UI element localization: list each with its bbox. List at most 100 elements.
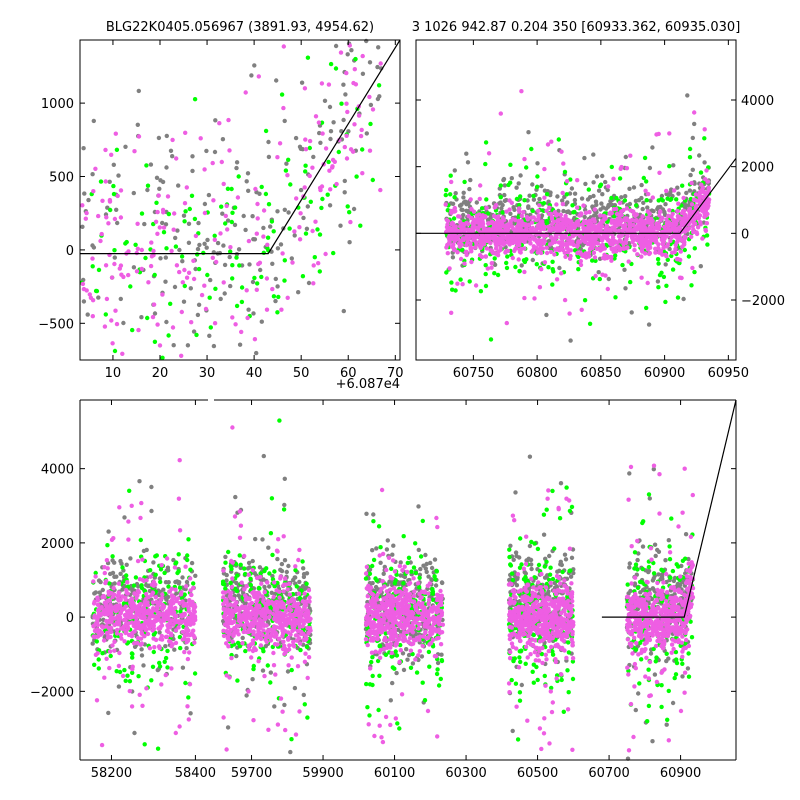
season-gray-point bbox=[450, 201, 456, 206]
full-green-point bbox=[383, 652, 389, 657]
season-magenta-point bbox=[593, 273, 598, 279]
full-green-point bbox=[651, 571, 657, 576]
full-gray-point bbox=[261, 453, 266, 459]
zoom-green-point bbox=[111, 183, 116, 189]
season-gray-point bbox=[667, 246, 672, 252]
season-magenta-point bbox=[664, 223, 669, 228]
season-green-point bbox=[508, 162, 513, 167]
season-gray-point bbox=[572, 197, 578, 203]
zoom-green-point bbox=[328, 61, 334, 67]
season-gray-point bbox=[685, 93, 690, 98]
season-magenta-point bbox=[610, 242, 615, 247]
season-magenta-point bbox=[592, 207, 598, 212]
full-gray-point bbox=[663, 558, 668, 563]
season-green-point bbox=[597, 276, 602, 282]
season-magenta-point bbox=[509, 235, 514, 241]
full-gray-point bbox=[514, 553, 519, 559]
zoom-green-point bbox=[205, 272, 210, 278]
season-green-point bbox=[483, 283, 489, 289]
zoom-green-point bbox=[269, 219, 275, 224]
season-green-point bbox=[443, 192, 448, 198]
season-green-point bbox=[460, 247, 465, 252]
zoom-magenta-point bbox=[110, 341, 115, 346]
zoom-magenta-point bbox=[352, 67, 357, 72]
season-magenta-point bbox=[623, 216, 628, 221]
zoom-green-point bbox=[145, 183, 151, 188]
season-magenta-point bbox=[597, 246, 602, 251]
full-green-point bbox=[632, 566, 637, 571]
zoom-axes-frame bbox=[79, 39, 401, 361]
zoom-green-point bbox=[229, 219, 234, 225]
season-magenta-point bbox=[558, 212, 563, 217]
season-magenta-point bbox=[693, 192, 698, 197]
zoom-xtick-label: 70 bbox=[387, 366, 404, 381]
zoom-green-point bbox=[259, 274, 264, 280]
full-green-point bbox=[243, 648, 248, 654]
season-magenta-point bbox=[449, 179, 454, 185]
season-magenta-point bbox=[477, 253, 483, 258]
season-magenta-point bbox=[534, 227, 539, 232]
full-green-point bbox=[672, 675, 677, 681]
zoom-magenta-point bbox=[98, 238, 103, 244]
season-magenta-point bbox=[484, 233, 489, 238]
full-green-point bbox=[153, 572, 158, 577]
full-gray-point bbox=[149, 484, 154, 490]
full-gray-point bbox=[257, 565, 263, 570]
zoom-gray-point bbox=[243, 227, 248, 233]
zoom-green-point bbox=[345, 204, 350, 209]
full-gray-point bbox=[664, 722, 669, 727]
zoom-magenta-point bbox=[151, 248, 156, 254]
season-magenta-point bbox=[465, 240, 470, 245]
zoom-green-point bbox=[128, 284, 133, 289]
zoom-gray-point bbox=[177, 247, 182, 253]
full-gray-point bbox=[515, 576, 520, 582]
zoom-gray-point bbox=[232, 222, 238, 228]
full-gray-point bbox=[269, 590, 274, 595]
zoom-gray-point bbox=[158, 256, 163, 261]
season-magenta-point bbox=[634, 212, 639, 217]
zoom-gray-point bbox=[176, 183, 181, 188]
zoom-magenta-point bbox=[285, 173, 290, 178]
zoom-magenta-point bbox=[199, 292, 205, 298]
season-magenta-point bbox=[522, 156, 527, 162]
season-green-point bbox=[675, 295, 681, 300]
full-green-point bbox=[191, 581, 196, 586]
season-magenta-point bbox=[672, 218, 678, 223]
zoom-gray-point bbox=[322, 98, 328, 104]
zoom-magenta-point bbox=[177, 269, 182, 275]
full-gray-point bbox=[189, 560, 195, 566]
zoom-green-point bbox=[189, 193, 195, 198]
full-green-point bbox=[535, 677, 540, 683]
season-gray-point bbox=[453, 191, 458, 196]
season-xtick-label: 60950 bbox=[708, 366, 749, 381]
season-green-point bbox=[453, 288, 458, 293]
zoom-gray-point bbox=[342, 190, 347, 195]
zoom-magenta-point bbox=[113, 308, 118, 313]
zoom-magenta-point bbox=[230, 315, 235, 320]
season-green-point bbox=[478, 289, 484, 294]
zoom-magenta-point bbox=[169, 248, 174, 254]
season-gray-point bbox=[593, 199, 599, 204]
full-gray-point bbox=[163, 644, 168, 649]
season-gray-point bbox=[591, 180, 596, 185]
zoom-gray-point bbox=[317, 130, 322, 136]
season-gray-point bbox=[647, 165, 653, 171]
season-magenta-point bbox=[657, 250, 662, 255]
season-magenta-point bbox=[538, 250, 544, 256]
zoom-green-point bbox=[265, 246, 270, 251]
season-magenta-point bbox=[497, 236, 502, 241]
season-magenta-point bbox=[681, 242, 687, 247]
zoom-green-point bbox=[179, 254, 185, 259]
zoom-gray-point bbox=[299, 80, 305, 85]
season-magenta-point bbox=[505, 239, 511, 244]
season-gray-point bbox=[646, 322, 652, 327]
season-magenta-point bbox=[697, 213, 703, 218]
zoom-title: BLG22K0405.056967 (3891.93, 4954.62) bbox=[106, 20, 374, 35]
zoom-gray-point bbox=[306, 280, 312, 286]
season-magenta-point bbox=[657, 213, 662, 218]
full-gray-point bbox=[141, 663, 146, 668]
season-gray-point bbox=[460, 207, 465, 213]
season-magenta-point bbox=[679, 220, 684, 225]
season-magenta-point bbox=[653, 250, 658, 255]
zoom-magenta-point bbox=[297, 225, 302, 230]
